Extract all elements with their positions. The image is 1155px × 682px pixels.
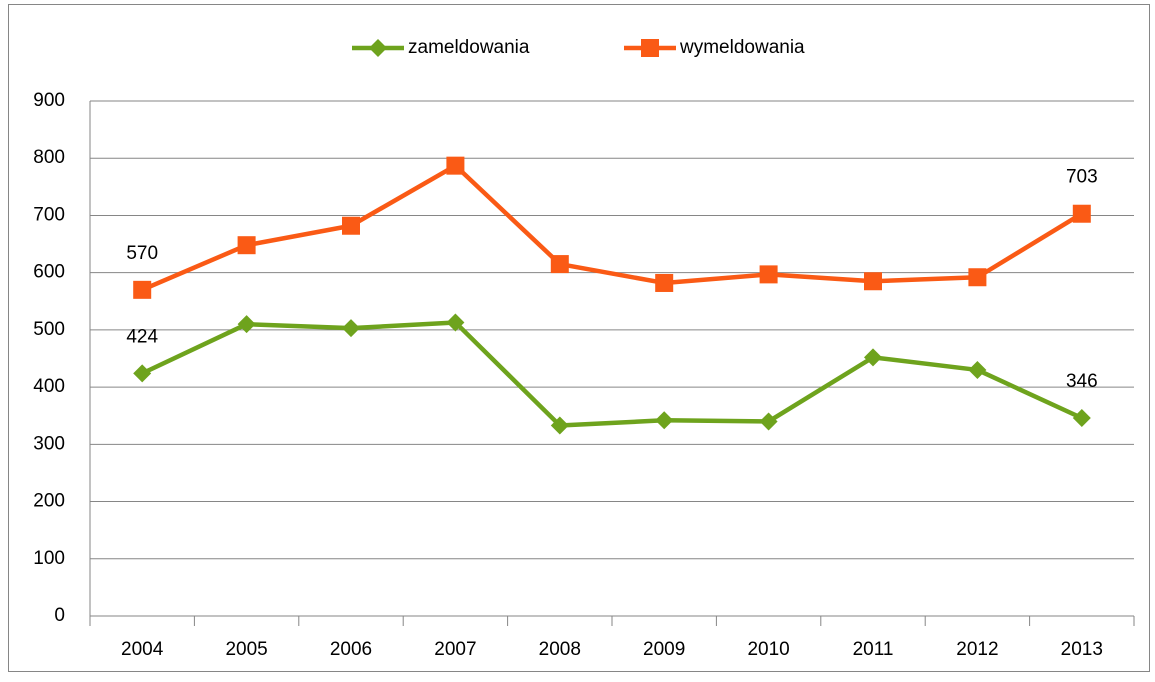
y-tick-label: 300	[33, 433, 65, 454]
data-point	[1072, 204, 1091, 223]
legend-marker	[369, 39, 387, 57]
y-tick-label: 200	[33, 491, 65, 512]
data-point	[446, 313, 465, 332]
series-line	[141, 163, 1083, 292]
x-tick-label: 2008	[539, 639, 581, 660]
x-tick-label: 2010	[747, 639, 789, 660]
chart-border	[8, 4, 1150, 672]
data-label: 703	[1066, 167, 1098, 188]
data-point	[968, 268, 987, 287]
y-tick-label: 900	[33, 90, 65, 111]
data-point	[237, 315, 256, 334]
data-point	[133, 280, 152, 299]
data-point	[655, 273, 674, 292]
data-label: 570	[126, 243, 158, 264]
x-tick-label: 2009	[643, 639, 685, 660]
x-tick-label: 2006	[330, 639, 372, 660]
y-tick-label: 0	[54, 605, 65, 626]
data-point	[1072, 409, 1091, 428]
x-tick-label: 2005	[225, 639, 267, 660]
data-point	[550, 416, 569, 435]
x-tick-label: 2004	[121, 639, 164, 660]
y-tick-label: 700	[33, 204, 65, 225]
legend-label: wymeldowania	[679, 37, 805, 58]
legend-label: zameldowania	[408, 37, 530, 58]
y-tick-label: 500	[33, 319, 65, 340]
data-point	[342, 319, 360, 338]
y-tick-label: 800	[33, 147, 65, 168]
data-point	[342, 216, 360, 235]
series-line	[141, 320, 1083, 428]
y-tick-label: 400	[33, 376, 65, 397]
data-label: 424	[126, 326, 158, 347]
x-tick-label: 2011	[853, 639, 894, 660]
x-tick-label: 2007	[434, 639, 476, 660]
y-tick-label: 600	[33, 262, 65, 283]
data-point	[550, 255, 569, 274]
data-point	[655, 411, 674, 430]
data-point	[759, 265, 778, 284]
data-label: 346	[1066, 371, 1098, 392]
data-point	[864, 348, 882, 367]
y-tick-label: 100	[33, 548, 65, 569]
legend-marker	[641, 39, 659, 57]
data-point	[759, 412, 778, 431]
data-point	[133, 364, 152, 383]
data-point	[446, 156, 465, 175]
data-point	[864, 272, 882, 291]
data-point	[237, 236, 256, 255]
x-tick-label: 2013	[1061, 639, 1103, 660]
x-tick-label: 2012	[956, 639, 998, 660]
data-point	[968, 360, 987, 379]
